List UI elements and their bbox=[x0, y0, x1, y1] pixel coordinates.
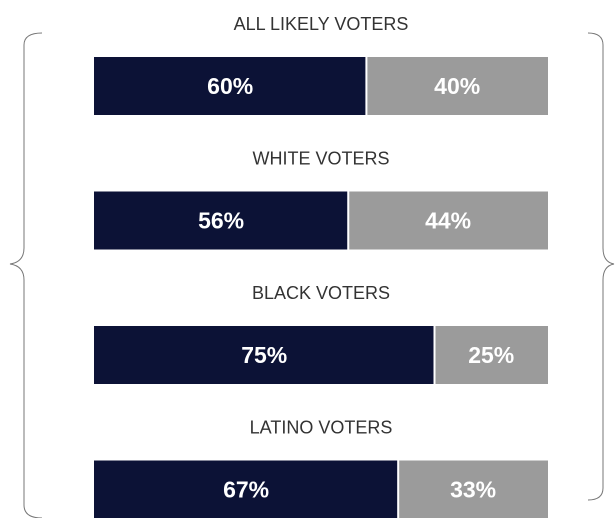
data-label: 44% bbox=[425, 208, 471, 234]
data-label: 60% bbox=[207, 73, 253, 99]
bar-group: LATINO VOTERS 67% 33% bbox=[94, 418, 548, 518]
category-label: BLACK VOTERS bbox=[252, 283, 390, 303]
bar-group: BLACK VOTERS 75% 25% bbox=[94, 283, 548, 384]
segment-divider bbox=[397, 460, 400, 518]
bar-segment-secondary bbox=[348, 191, 548, 250]
category-label: WHITE VOTERS bbox=[252, 149, 389, 169]
bar-segment-primary bbox=[94, 326, 435, 384]
data-label: 75% bbox=[241, 342, 287, 368]
bar-group: ALL LIKELY VOTERS 60% 40% bbox=[94, 14, 548, 115]
segment-divider bbox=[347, 191, 350, 250]
right-brace bbox=[587, 32, 615, 501]
segment-divider bbox=[433, 326, 436, 384]
bar-group: WHITE VOTERS 56% 44% bbox=[94, 149, 548, 250]
bar-segment-secondary bbox=[366, 57, 548, 115]
bar-segment-primary bbox=[94, 460, 399, 518]
data-label: 56% bbox=[198, 208, 244, 234]
bar-segment-primary bbox=[94, 191, 349, 250]
bar-segment-primary bbox=[94, 57, 367, 115]
data-label: 33% bbox=[450, 477, 496, 503]
data-label: 40% bbox=[434, 73, 480, 99]
bar-segment-secondary bbox=[434, 326, 548, 384]
data-label: 25% bbox=[468, 342, 514, 368]
bar-groups: ALL LIKELY VOTERS 60% 40% WHITE VOTERS 56% 44… bbox=[94, 14, 548, 518]
data-label: 67% bbox=[223, 477, 269, 503]
bar-segment-secondary bbox=[398, 460, 548, 518]
left-brace bbox=[9, 32, 43, 518]
category-label: ALL LIKELY VOTERS bbox=[234, 14, 409, 34]
segment-divider bbox=[365, 57, 368, 115]
category-label: LATINO VOTERS bbox=[250, 418, 393, 438]
